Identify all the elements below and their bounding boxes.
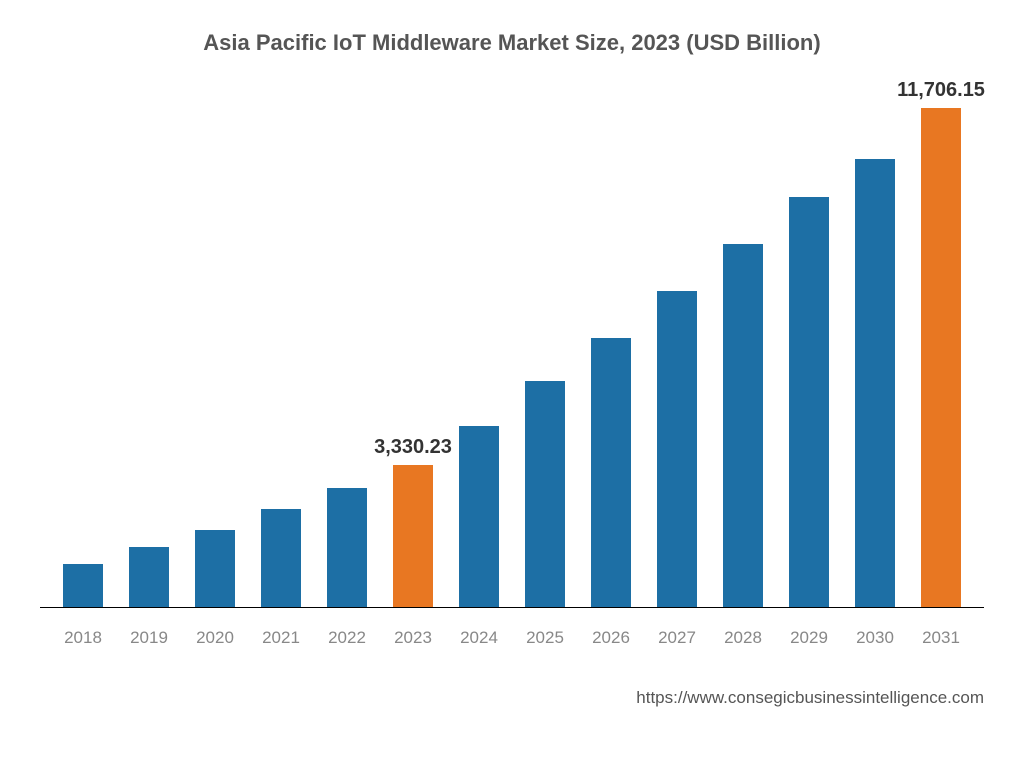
bar [921,108,961,607]
x-axis: 2018201920202021202220232024202520262027… [40,628,984,648]
x-tick: 2029 [776,628,842,648]
bar [261,509,301,607]
bar-slot [314,95,380,607]
x-tick: 2024 [446,628,512,648]
bar [393,465,433,607]
bar-slot [512,95,578,607]
x-tick: 2027 [644,628,710,648]
x-tick: 2019 [116,628,182,648]
bar [195,530,235,607]
plot-area: 3,330.23 11,706.15 [40,95,984,608]
bar-slot [446,95,512,607]
bar-slot [776,95,842,607]
bar [525,381,565,607]
bar-slot: 3,330.23 [380,95,446,607]
bar [327,488,367,607]
bar-value-label: 3,330.23 [374,436,452,459]
x-tick: 2025 [512,628,578,648]
bar-slot [50,95,116,607]
bar-slot: 11,706.15 [908,95,974,607]
x-tick: 2028 [710,628,776,648]
bar-slot [842,95,908,607]
bar [657,291,697,607]
bar-slot [578,95,644,607]
bar [723,244,763,607]
x-tick: 2026 [578,628,644,648]
x-tick: 2018 [50,628,116,648]
x-tick: 2031 [908,628,974,648]
bar-slot [710,95,776,607]
footer-link: https://www.consegicbusinessintelligence… [0,688,984,708]
x-tick: 2022 [314,628,380,648]
chart-container: Asia Pacific IoT Middleware Market Size,… [0,0,1024,768]
bar-value-label: 11,706.15 [897,79,985,102]
x-tick: 2023 [380,628,446,648]
bars-group: 3,330.23 11,706.15 [40,95,984,607]
bar [789,197,829,607]
x-tick: 2020 [182,628,248,648]
bar [855,159,895,607]
bar-slot [116,95,182,607]
bar [63,564,103,607]
bar-slot [248,95,314,607]
bar [459,426,499,607]
bar [591,338,631,607]
x-tick: 2021 [248,628,314,648]
bar-slot [182,95,248,607]
bar [129,547,169,607]
chart-title: Asia Pacific IoT Middleware Market Size,… [0,30,1024,56]
bar-slot [644,95,710,607]
x-tick: 2030 [842,628,908,648]
